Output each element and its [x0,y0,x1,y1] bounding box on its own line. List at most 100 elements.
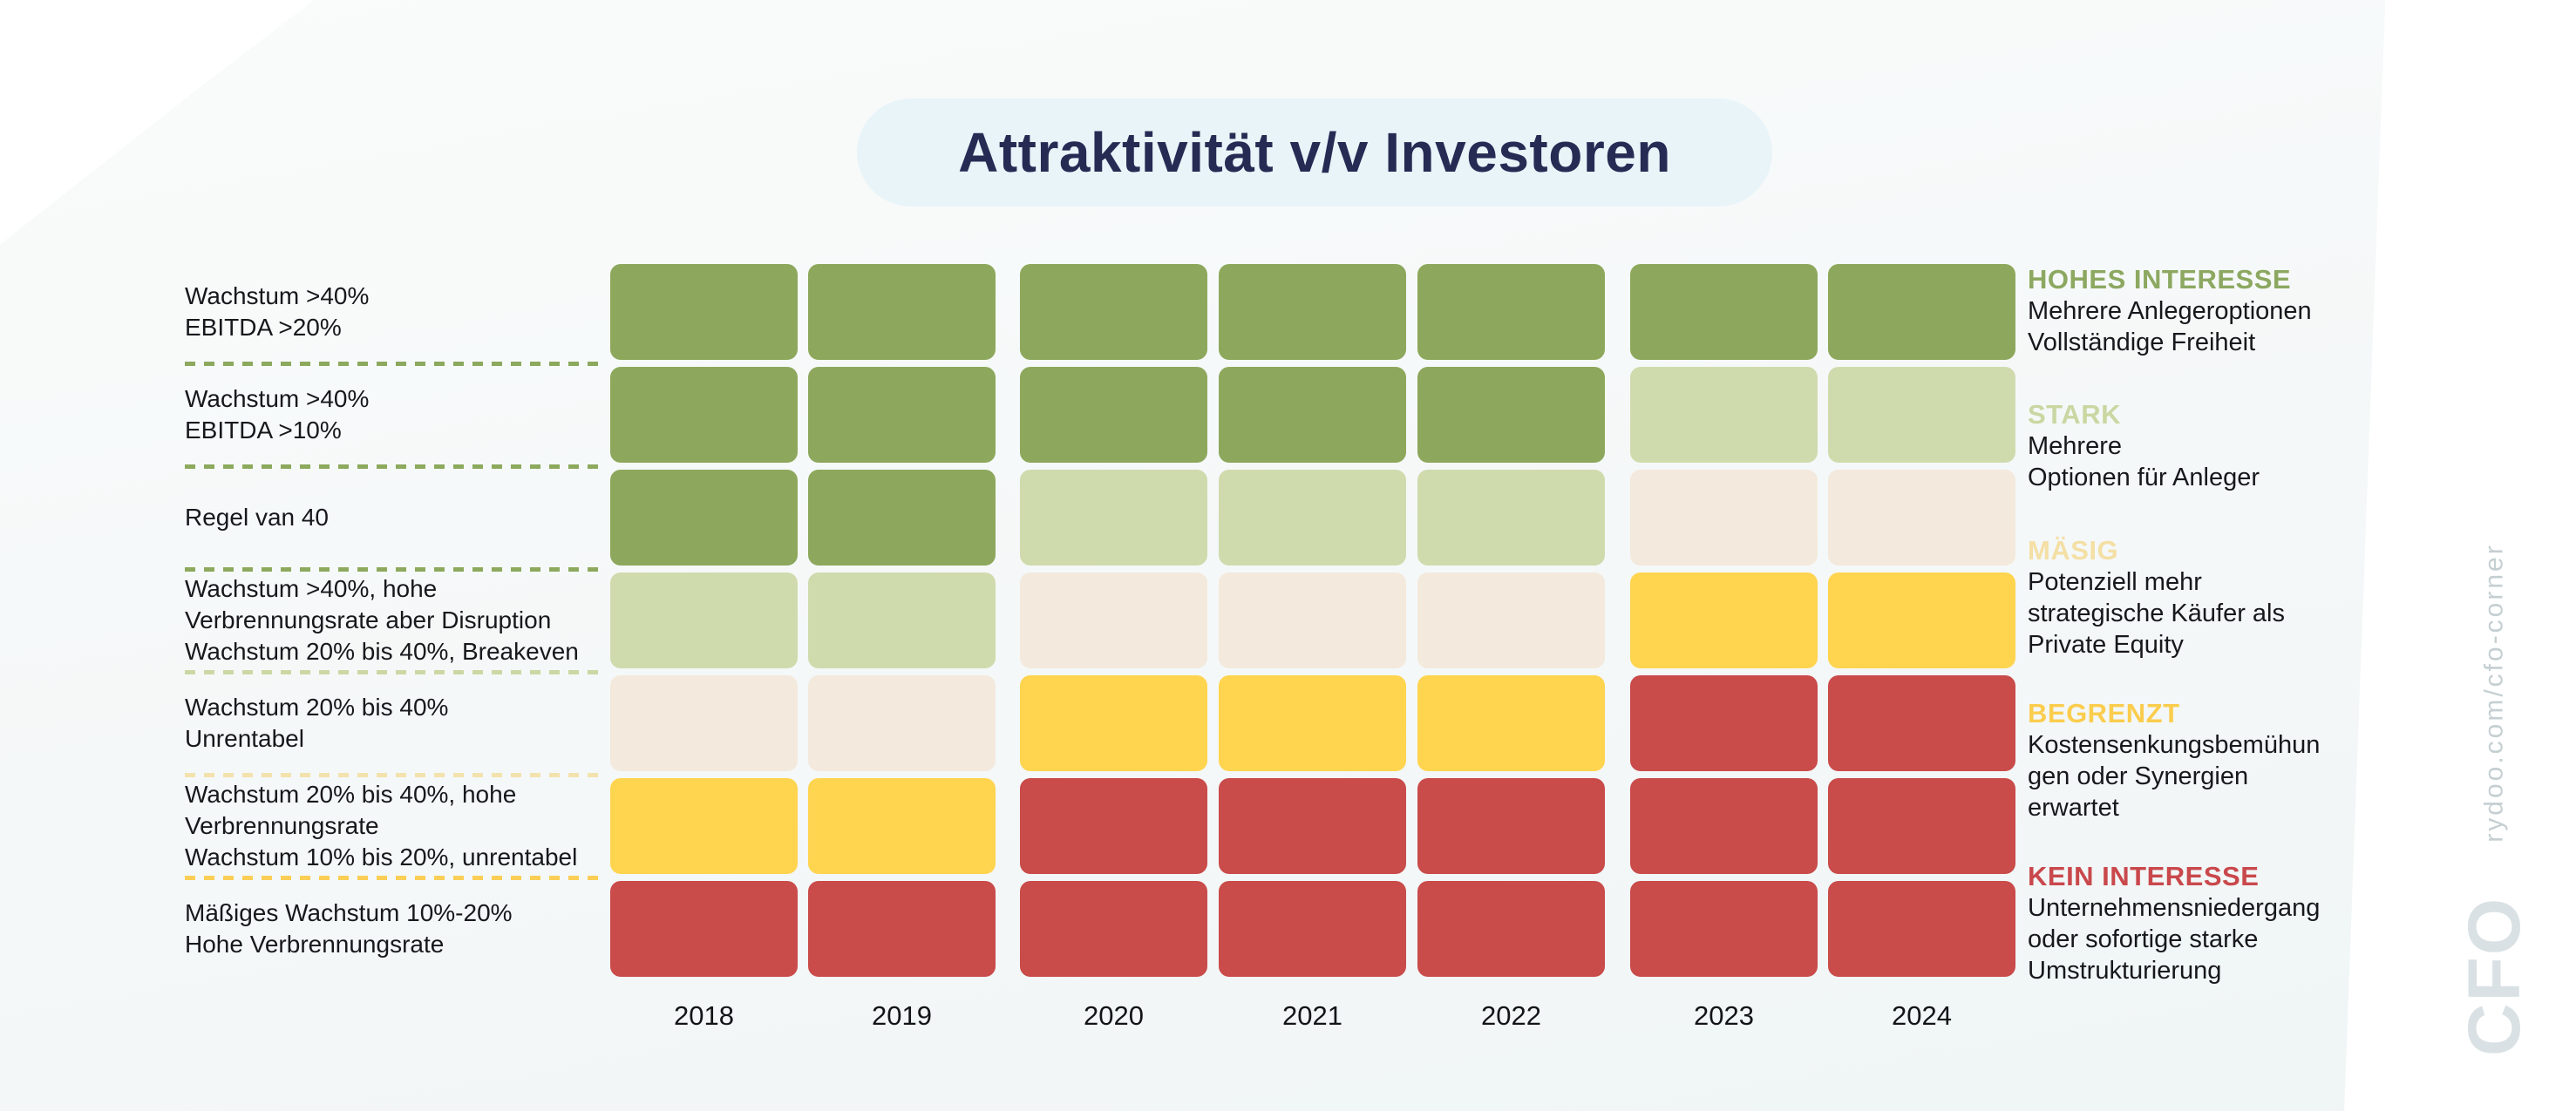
row-label-line: Wachstum 20% bis 40% [185,694,449,721]
cell-row2-2023 [1630,367,1818,463]
legend-line: erwartet [2028,794,2119,822]
cell-row7-2020 [1020,881,1207,977]
cell-row7-2018 [610,881,798,977]
cell-row6-2018 [610,778,798,874]
row-label-line: EBITDA >20% [185,314,342,341]
cell-row7-2023 [1630,881,1818,977]
legend-line: Vollständige Freiheit [2028,329,2256,356]
row-label-line: Wachstum 20% bis 40%, hohe [185,781,517,808]
cell-row2-2019 [808,367,996,463]
row-separator-5 [185,773,602,777]
year-label-2019: 2019 [872,1000,932,1031]
legend-line: Umstrukturierung [2028,957,2222,985]
cell-row7-2021 [1219,881,1406,977]
row-separator-4 [185,670,602,674]
row-label-line: Hohe Verbrennungsrate [185,931,445,958]
row-label-3: Regel van 40 [185,470,595,566]
year-label-2021: 2021 [1282,1000,1342,1031]
row-label-line: Wachstum >40% [185,282,370,309]
cell-row1-2018 [610,264,798,360]
legend-block-high: HOHES INTERESSE Mehrere Anlegeroptionen Vo… [2028,264,2411,358]
year-label-2024: 2024 [1892,1000,1952,1031]
legend-line: Mehrere Anlegeroptionen [2028,297,2312,325]
legend-block-strong: STARK Mehrere Optionen für Anleger [2028,399,2411,493]
legend-block-none: KEIN INTERESSE Unternehmensniedergang oder… [2028,861,2411,986]
legend-header: MÄSIG [2028,535,2119,566]
row-label-2: Wachstum >40% EBITDA >10% [185,367,595,463]
legend-header: KEIN INTERESSE [2028,861,2260,891]
year-label-2022: 2022 [1481,1000,1541,1031]
cell-row7-2024 [1828,881,2015,977]
cell-row1-2023 [1630,264,1818,360]
cell-row5-2018 [610,675,798,771]
row-label-4: Wachstum >40%, hohe Verbrennungsrate aber… [185,572,595,668]
legend-block-moderate: MÄSIG Potenziell mehr strategische Käufer … [2028,535,2411,661]
cell-row5-2022 [1417,675,1605,771]
row-label-line: Wachstum 10% bis 20%, unrentabel [185,843,578,871]
year-label-2023: 2023 [1694,1000,1754,1031]
cell-row5-2023 [1630,675,1818,771]
cell-row4-2024 [1828,572,2015,668]
cell-row6-2023 [1630,778,1818,874]
cell-row3-2023 [1630,470,1818,566]
cell-row2-2022 [1417,367,1605,463]
row-label-line: Regel van 40 [185,504,330,531]
cell-row6-2019 [808,778,996,874]
cell-row2-2020 [1020,367,1207,463]
row-separator-3 [185,567,602,572]
row-label-line: Wachstum 20% bis 40%, Breakeven [185,638,579,665]
page-title: Attraktivität v/v Investoren [958,121,1671,184]
legend-line: oder sofortige starke [2028,925,2259,953]
year-label-2018: 2018 [674,1000,734,1031]
row-separator-1 [185,362,602,366]
row-label-line: Wachstum >40% [185,385,370,412]
legend-header: STARK [2028,399,2121,430]
cell-row4-2020 [1020,572,1207,668]
cell-row4-2023 [1630,572,1818,668]
cell-row5-2019 [808,675,996,771]
cell-row4-2021 [1219,572,1406,668]
cell-row2-2024 [1828,367,2015,463]
row-label-6: Wachstum 20% bis 40%, hohe Verbrennungsra… [185,778,595,874]
cell-row4-2022 [1417,572,1605,668]
cell-row1-2022 [1417,264,1605,360]
cell-row4-2019 [808,572,996,668]
cell-row5-2021 [1219,675,1406,771]
cell-row5-2024 [1828,675,2015,771]
cell-row1-2019 [808,264,996,360]
cell-row3-2019 [808,470,996,566]
legend-line: gen oder Synergien [2028,762,2249,790]
legend-header: BEGRENZT [2028,698,2180,728]
cell-row1-2024 [1828,264,2015,360]
legend-line: Optionen für Anleger [2028,464,2260,491]
row-label-7: Mäßiges Wachstum 10%-20% Hohe Verbrennung… [185,881,595,977]
row-separator-6 [185,876,602,880]
cell-row6-2020 [1020,778,1207,874]
cell-row4-2018 [610,572,798,668]
cell-row6-2024 [1828,778,2015,874]
row-label-line: Verbrennungsrate [185,812,379,839]
cell-row6-2022 [1417,778,1605,874]
row-label-line: Unrentabel [185,725,304,752]
row-label-5: Wachstum 20% bis 40% Unrentabel [185,675,595,771]
cell-row1-2020 [1020,264,1207,360]
legend-line: Mehrere [2028,432,2122,460]
row-label-1: Wachstum >40% EBITDA >20% [185,264,595,360]
row-label-line: Mäßiges Wachstum 10%-20% [185,899,513,926]
legend-line: Unternehmensniedergang [2028,894,2321,922]
cell-row3-2024 [1828,470,2015,566]
cell-row3-2022 [1417,470,1605,566]
cell-row3-2018 [610,470,798,566]
row-label-line: EBITDA >10% [185,417,342,444]
cell-row2-2018 [610,367,798,463]
cell-row3-2020 [1020,470,1207,566]
legend-line: Kostensenkungsbemühun [2028,731,2321,759]
row-label-line: Verbrennungsrate aber Disruption [185,606,552,633]
cell-row1-2021 [1219,264,1406,360]
legend-line: Potenziell mehr [2028,568,2202,596]
legend-line: strategische Käufer als [2028,600,2285,627]
title-pill: Attraktivität v/v Investoren [857,98,1772,207]
cell-row7-2019 [808,881,996,977]
year-label-2020: 2020 [1084,1000,1144,1031]
